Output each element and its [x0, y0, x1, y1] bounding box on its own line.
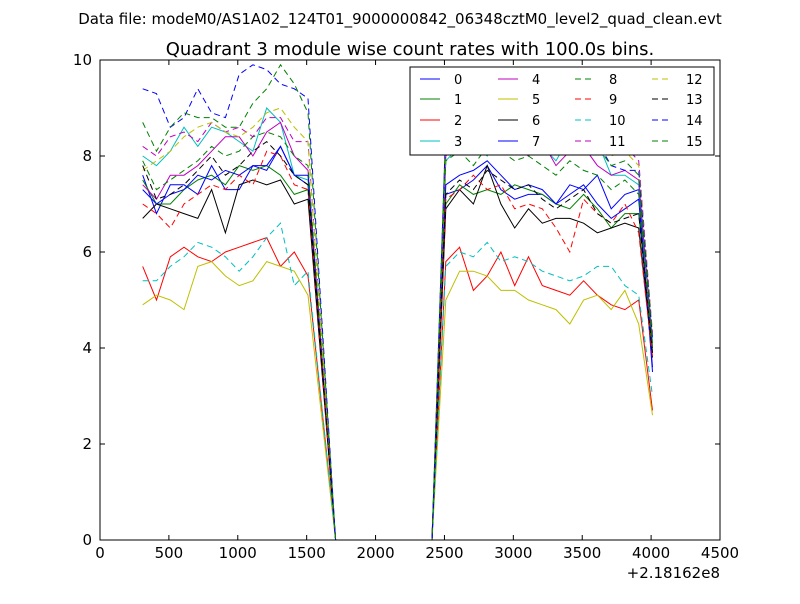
series-line-6 — [142, 164, 653, 541]
series-line-10 — [142, 222, 653, 541]
legend-label-0: 0 — [454, 73, 462, 88]
legend-label-12: 12 — [686, 73, 703, 88]
x-tick-label: 2500 — [425, 544, 463, 562]
y-tick-label: 8 — [82, 147, 92, 165]
legend-label-11: 11 — [609, 135, 626, 150]
legend-label-5: 5 — [532, 93, 540, 108]
legend-label-7: 7 — [532, 135, 540, 150]
legend-label-4: 4 — [532, 73, 540, 88]
legend-label-15: 15 — [686, 135, 703, 150]
x-offset-label: +2.18162e8 — [627, 564, 720, 582]
x-tick-label: 4500 — [701, 544, 739, 562]
x-tick-label: 3000 — [494, 544, 532, 562]
data-file-label: Data file: modeM0/AS1A02_124T01_90000008… — [78, 10, 722, 29]
axes-layer: 0 500 1000 1500 2000 2500 3000 3500 4000 4500 0 2 4 6… — [73, 51, 739, 562]
legend-label-8: 8 — [609, 73, 617, 88]
legend-label-10: 10 — [609, 114, 626, 129]
x-tick-label: 2000 — [356, 544, 394, 562]
x-tick-label: 1500 — [288, 544, 326, 562]
series-line-8 — [142, 131, 653, 541]
y-tick-label: 2 — [82, 435, 92, 453]
legend-label-6: 6 — [532, 114, 540, 129]
series-line-7 — [142, 145, 653, 541]
legend-box — [409, 66, 715, 156]
legend-label-1: 1 — [454, 93, 462, 108]
y-tick-label: 10 — [73, 51, 92, 69]
y-tick-label: 0 — [82, 531, 92, 549]
x-tick-label: 4000 — [632, 544, 670, 562]
chart-title: Quadrant 3 module wise count rates with … — [166, 39, 655, 60]
legend-label-2: 2 — [454, 114, 462, 129]
legend-label-3: 3 — [454, 135, 462, 150]
legend-label-9: 9 — [609, 93, 617, 108]
series-line-13 — [142, 140, 653, 541]
y-tick-label: 6 — [82, 243, 92, 261]
x-tick-label: 500 — [155, 544, 184, 562]
series-line-9 — [142, 150, 653, 541]
y-tick-label: 4 — [82, 339, 92, 357]
x-tick-label: 3500 — [563, 544, 601, 562]
x-tick-label: 0 — [95, 544, 105, 562]
plot-frame — [99, 59, 721, 541]
legend-label-13: 13 — [686, 93, 703, 108]
legend-label-14: 14 — [686, 114, 703, 129]
x-tick-label: 1000 — [219, 544, 257, 562]
series-line-5 — [142, 261, 653, 541]
